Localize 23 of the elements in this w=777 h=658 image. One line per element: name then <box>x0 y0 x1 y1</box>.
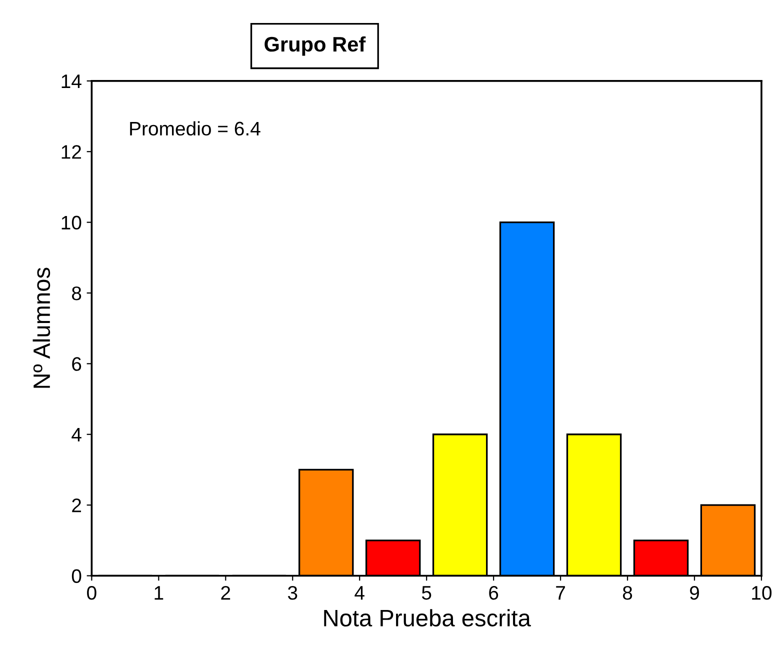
annotation: Promedio = 6.4 <box>130 121 260 136</box>
y-tick-label: 8 <box>72 286 82 300</box>
x-tick-label: 3 <box>288 586 298 600</box>
x-tick-label: 0 <box>87 586 96 600</box>
x-tick-label: 10 <box>752 586 772 600</box>
y-tick-label: 12 <box>62 145 81 159</box>
y-axis-title: Nº Alumnos <box>32 268 50 388</box>
x-tick-label: 2 <box>221 586 230 600</box>
chart-title: Grupo Ref <box>264 36 366 56</box>
y-tick-label: 0 <box>72 569 82 583</box>
x-tick-label: 6 <box>489 586 498 600</box>
x-axis-title: Nota Prueba escrita <box>324 609 531 626</box>
y-tick-label: 10 <box>62 216 82 230</box>
x-tick-label: 9 <box>690 586 699 600</box>
y-tick-label: 4 <box>72 428 82 442</box>
y-tick-label: 6 <box>72 357 82 371</box>
x-tick-label: 4 <box>354 586 364 600</box>
x-tick-label: 8 <box>622 586 632 600</box>
x-tick-label: 1 <box>154 586 164 600</box>
y-tick-label: 14 <box>62 74 82 88</box>
x-tick-label: 5 <box>422 586 432 600</box>
y-tick-label: 2 <box>72 498 81 512</box>
x-tick-label: 7 <box>556 586 565 600</box>
